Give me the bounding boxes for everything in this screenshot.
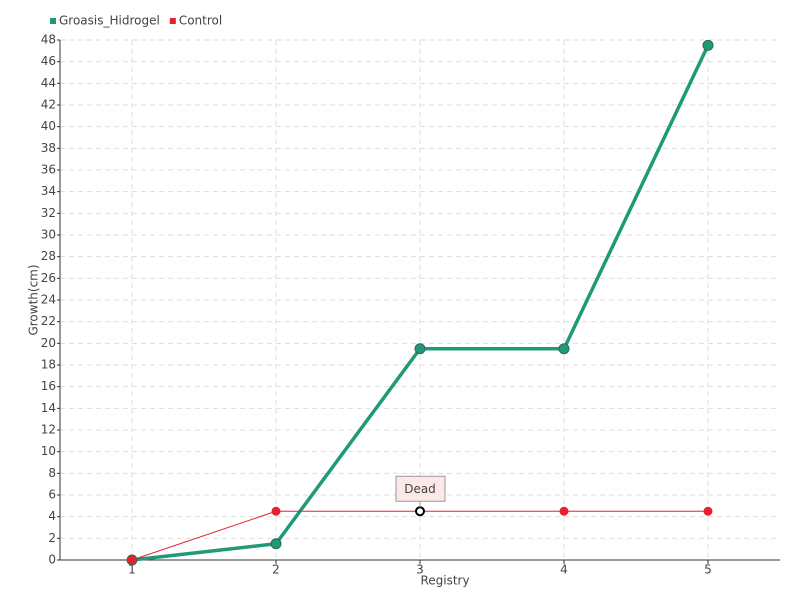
annotation-box [395, 475, 446, 502]
y-tick-label: 16 [41, 379, 56, 393]
data-point [270, 538, 282, 550]
data-point [127, 555, 137, 565]
y-tick-label: 26 [41, 271, 56, 285]
legend-label: Groasis_Hidrogel [59, 14, 160, 28]
annotation-text: Dead [404, 482, 436, 496]
x-tick-label: 1 [128, 563, 136, 577]
y-tick-label: 38 [41, 141, 56, 155]
y-tick-label: 32 [41, 206, 56, 220]
y-tick-label: 30 [41, 228, 56, 242]
data-point [703, 506, 713, 516]
y-tick-label: 44 [41, 76, 56, 90]
y-tick-label: 18 [41, 358, 56, 372]
y-tick-label: 10 [41, 444, 56, 458]
y-tick-label: 48 [41, 33, 56, 47]
x-tick-label: 4 [560, 563, 568, 577]
y-tick-label: 2 [48, 531, 56, 545]
y-tick-label: 14 [41, 401, 56, 415]
y-tick-label: 0 [48, 553, 56, 567]
y-tick-label: 6 [48, 488, 56, 502]
y-tick-label: 34 [41, 184, 56, 198]
data-point [271, 506, 281, 516]
y-tick-label: 46 [41, 54, 56, 68]
y-tick-label: 12 [41, 423, 56, 437]
x-tick-label: 5 [704, 563, 712, 577]
y-axis-label: Growth(cm) [27, 264, 41, 335]
data-point [415, 506, 425, 517]
data-point [414, 343, 426, 355]
y-tick-label: 28 [41, 249, 56, 263]
y-tick-label: 4 [48, 509, 56, 523]
x-tick-label: 2 [272, 563, 280, 577]
y-tick-label: 24 [41, 293, 56, 307]
y-tick-label: 36 [41, 163, 56, 177]
y-tick-label: 40 [41, 119, 56, 133]
x-tick-label: 3 [416, 563, 424, 577]
legend-swatch [169, 18, 176, 24]
legend-label: Control [179, 14, 222, 28]
y-tick-label: 22 [41, 314, 56, 328]
y-tick-label: 42 [41, 98, 56, 112]
x-axis-label: Registry [420, 574, 469, 588]
data-point [558, 343, 570, 355]
data-point [559, 506, 569, 516]
data-point [702, 39, 714, 51]
y-tick-label: 8 [48, 466, 56, 480]
legend-swatch [50, 18, 56, 24]
y-tick-label: 20 [41, 336, 56, 350]
